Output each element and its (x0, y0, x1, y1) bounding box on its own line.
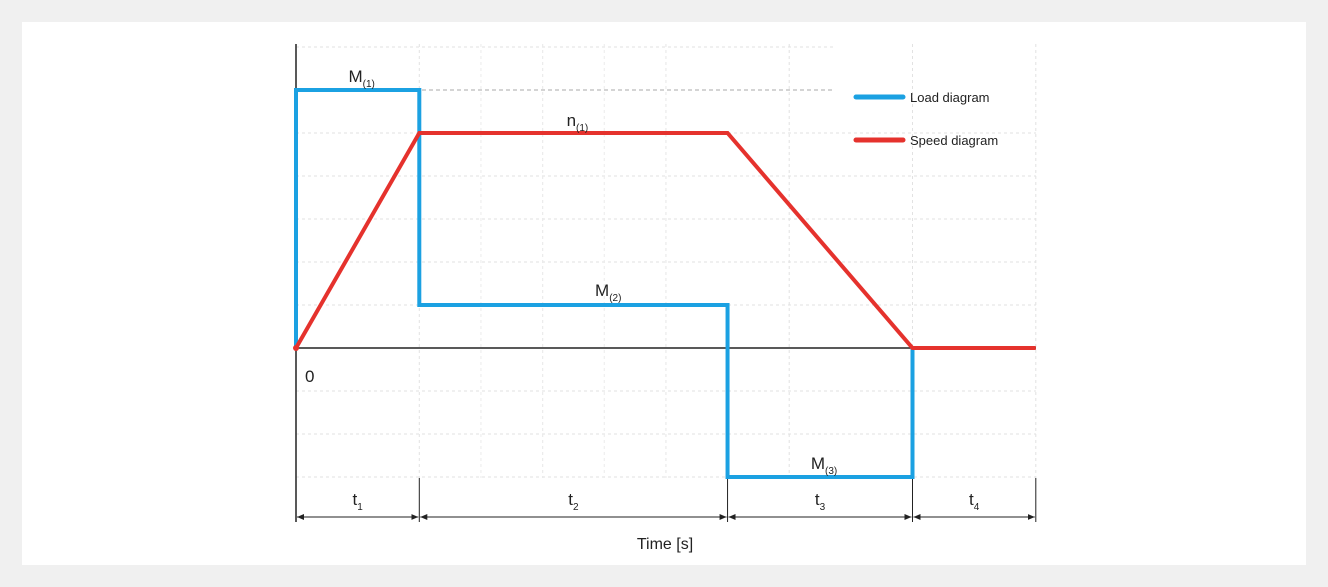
legend: Load diagram Speed diagram (853, 90, 998, 148)
annotation-m-3: M(3) (811, 454, 837, 477)
interval-label-t4: t4 (969, 490, 980, 513)
legend-label-load: Load diagram (910, 90, 990, 105)
annotation-n-1: n(1) (567, 111, 589, 134)
series-line-load (294, 88, 915, 479)
legend-label-speed: Speed diagram (910, 133, 998, 148)
interval-label-t3: t3 (815, 490, 826, 513)
plot-background (22, 22, 1306, 565)
annotation-m-1: M(1) (348, 67, 374, 90)
series-lines (293, 88, 1036, 479)
interval-label-t2: t2 (568, 490, 579, 513)
labels: M(1) n(1) M(2) M(3) t1 t2 t3 t4 0 Time [s] (305, 67, 980, 553)
series-line-speed (294, 131, 1036, 350)
x-axis-label: Time [s] (637, 536, 693, 553)
origin-label: 0 (305, 367, 314, 386)
interval-label-t1: t1 (353, 490, 364, 513)
annotation-m-2: M(2) (595, 281, 621, 304)
origin-dot (293, 345, 299, 351)
